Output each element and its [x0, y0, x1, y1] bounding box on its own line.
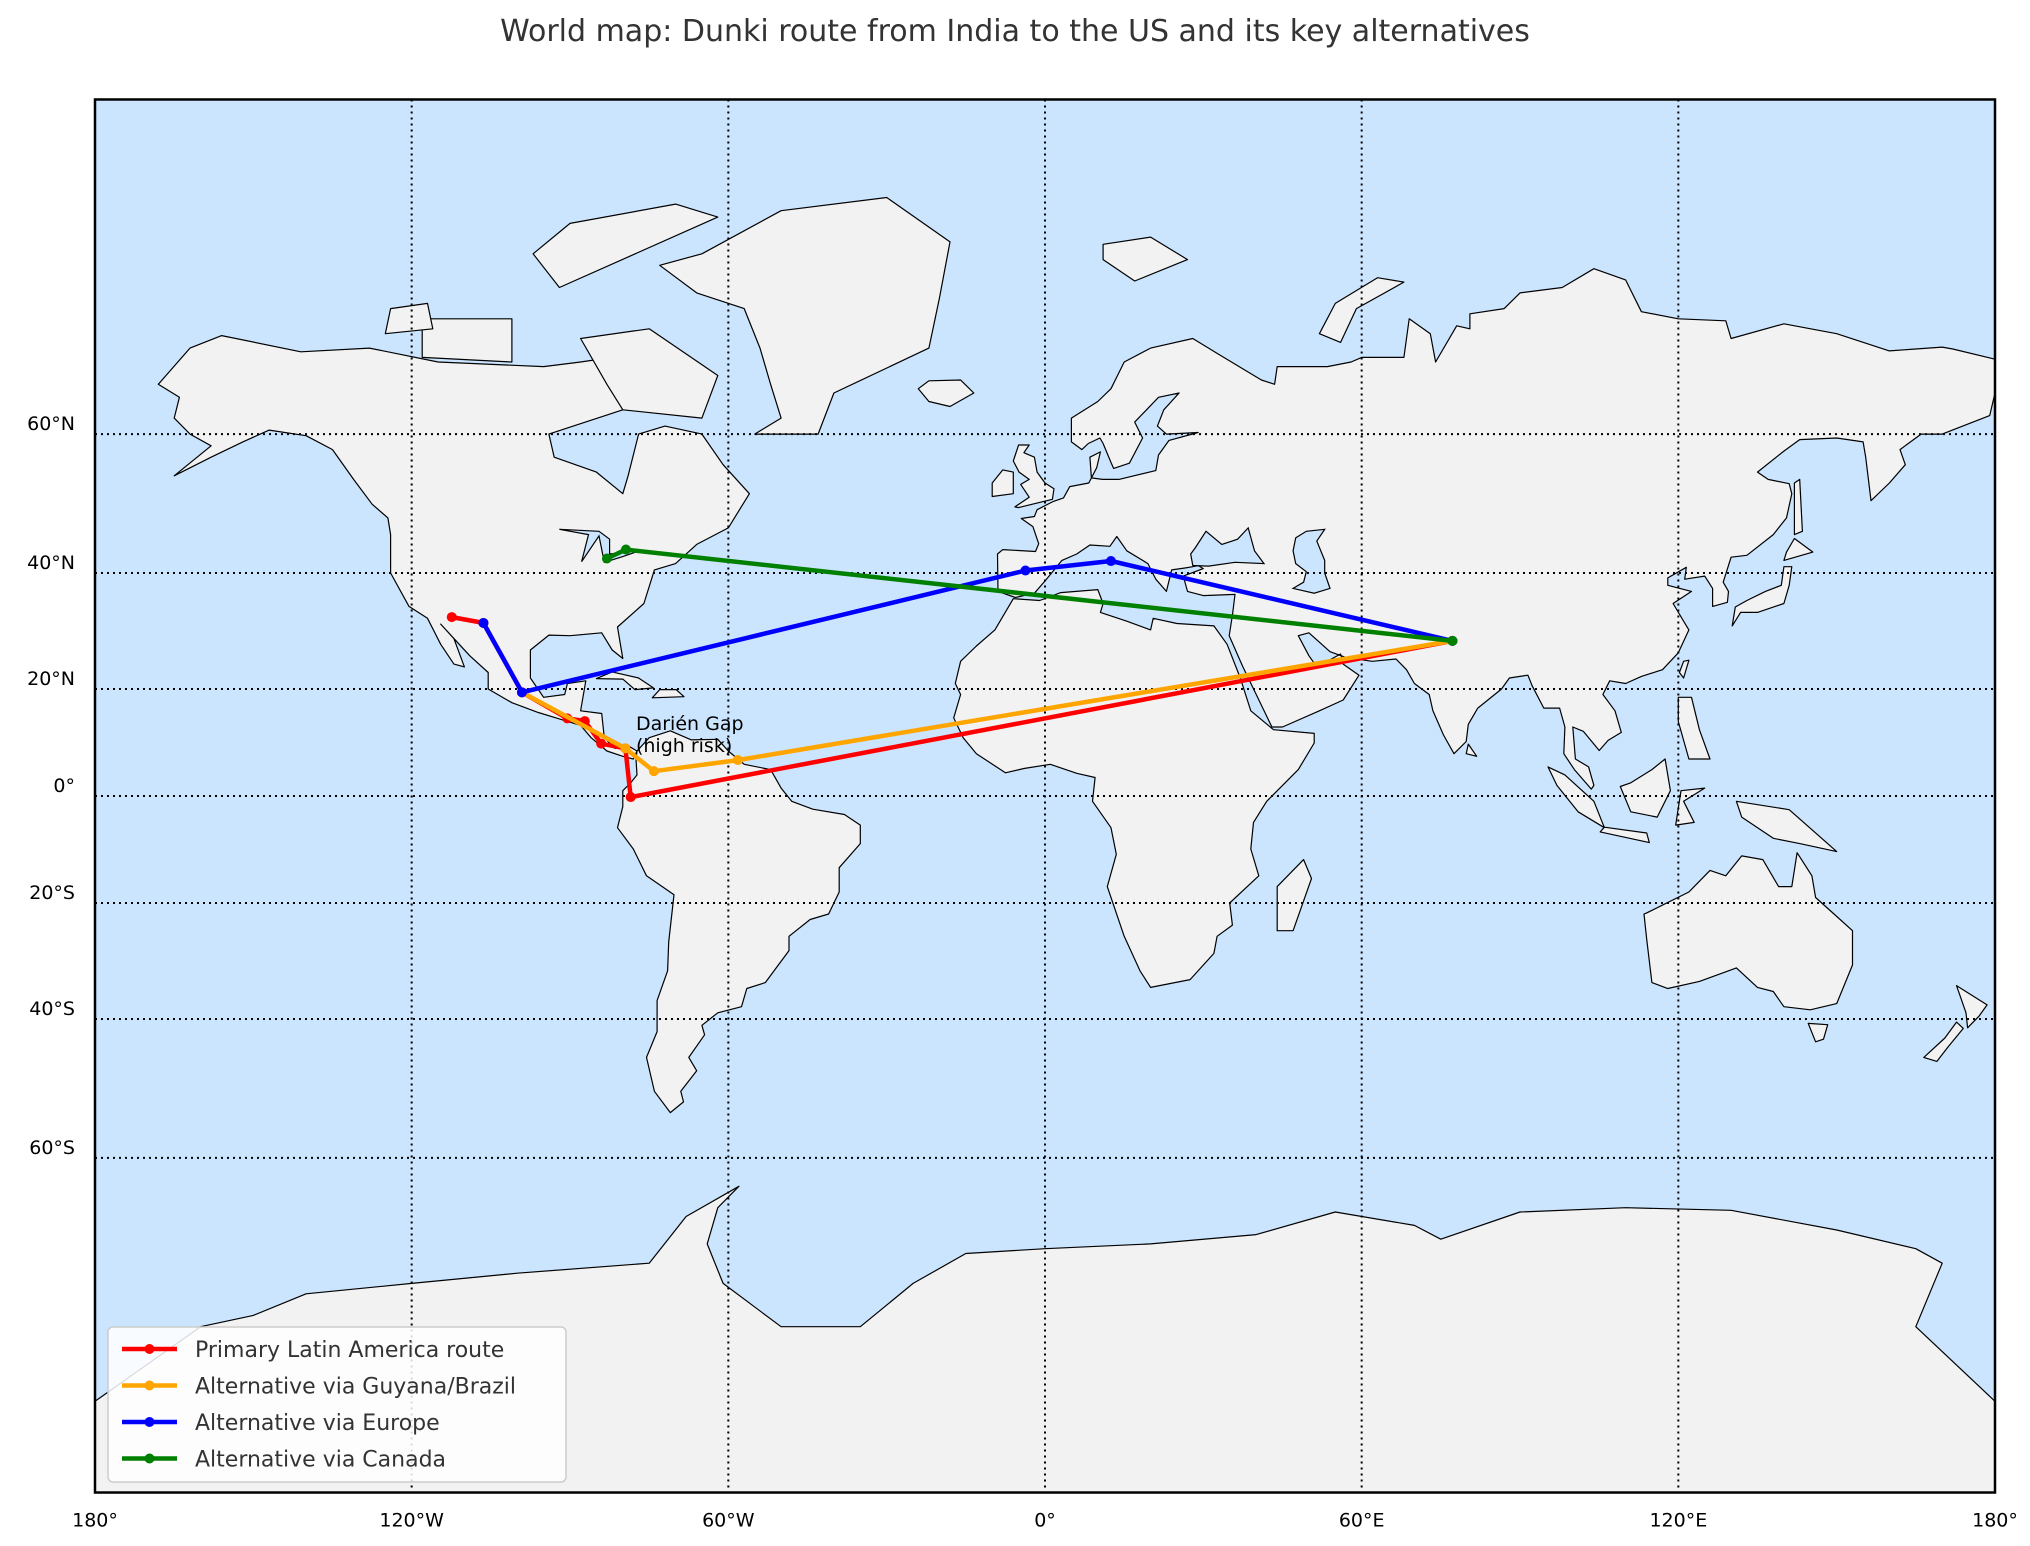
- route-waypoint-marker: [478, 617, 489, 628]
- landmass-java: [1599, 826, 1650, 844]
- landmass-north-america: [157, 335, 751, 760]
- landmass-hokkaido: [1783, 537, 1814, 562]
- water-caspian-sea: [1291, 528, 1331, 594]
- route-waypoint-marker: [732, 755, 743, 766]
- legend-label: Alternative via Europe: [195, 1411, 440, 1436]
- route-waypoint-marker: [516, 687, 527, 698]
- landmass-borneo: [1619, 758, 1672, 818]
- landmass-svalbard: [1102, 236, 1189, 282]
- route-waypoint-marker: [596, 738, 607, 749]
- legend: Primary Latin America route Alternative v…: [107, 1326, 567, 1483]
- landmass-great-britain: [1012, 444, 1055, 509]
- route-waypoint-marker: [1020, 565, 1031, 576]
- landmass-eurasia: [996, 268, 1996, 790]
- landmass-south-america: [616, 730, 861, 1114]
- lon-tick-label: 60°E: [1339, 1510, 1385, 1532]
- route-waypoint-marker: [625, 792, 636, 803]
- lon-tick-label: 120°E: [1649, 1510, 1707, 1532]
- route-waypoint-marker: [620, 743, 631, 754]
- route-waypoint-marker: [1105, 556, 1116, 567]
- map-frame: [93, 98, 1997, 1494]
- lat-tick-label: 60°N: [27, 413, 75, 435]
- landmass-sri-lanka: [1465, 743, 1478, 757]
- legend-label: Primary Latin America route: [195, 1338, 504, 1363]
- landmass-new-zealand-north: [1955, 984, 1988, 1029]
- legend-item: Alternative via Canada: [122, 1448, 446, 1473]
- lon-tick-label: 180°: [72, 1510, 118, 1532]
- lat-tick-label: 0°: [53, 775, 75, 797]
- route-waypoint-marker: [1447, 635, 1458, 646]
- landmass-japan-honshu: [1731, 566, 1793, 627]
- legend-label: Alternative via Guyana/Brazil: [195, 1375, 516, 1400]
- legend-box: [107, 1326, 567, 1483]
- route-4: [601, 544, 1458, 646]
- landmass-tasmania: [1807, 1022, 1829, 1043]
- landmass-australia: [1643, 852, 1854, 1011]
- lat-tick-label: 60°S: [29, 1137, 75, 1159]
- landmass-madagascar: [1276, 858, 1313, 932]
- annotation-darien-gap: Darién Gap: [636, 713, 744, 735]
- map-title: World map: Dunki route from India to the…: [500, 14, 1530, 49]
- landmass-taiwan: [1678, 659, 1690, 679]
- annotation-darien-gap: (high risk): [636, 735, 732, 757]
- landmass-baffin-island: [579, 328, 719, 419]
- legend-swatch-marker: [144, 1380, 155, 1391]
- landmass-novaya-zemlya: [1318, 277, 1405, 343]
- route-waypoint-marker: [648, 766, 659, 777]
- lat-tick-label: 40°N: [27, 552, 75, 574]
- lat-tick-label: 20°S: [29, 882, 75, 904]
- landmass-new-zealand-south: [1923, 1021, 1964, 1063]
- landmass-victoria-island: [421, 318, 513, 363]
- landmass-antarctica: [94, 1185, 1996, 1494]
- water-black-sea: [1190, 526, 1266, 567]
- route-waypoint-marker: [446, 612, 457, 623]
- lon-tick-label: 120°W: [379, 1510, 444, 1532]
- landmass-hispaniola: [651, 688, 685, 699]
- lat-tick-label: 20°N: [27, 668, 75, 690]
- lon-tick-label: 180°: [1972, 1510, 2018, 1532]
- legend-swatch-marker: [144, 1453, 155, 1464]
- landmass-ireland: [991, 469, 1014, 498]
- landmass-banks-island: [384, 302, 434, 335]
- landmass-ellesmere-island: [532, 203, 719, 289]
- landmass-new-guinea: [1735, 800, 1838, 853]
- legend-item: Primary Latin America route: [122, 1338, 504, 1363]
- landmass-greenland: [659, 196, 951, 435]
- legend-item: Alternative via Guyana/Brazil: [122, 1375, 516, 1400]
- lat-tick-label: 40°S: [29, 998, 75, 1020]
- route-waypoint-marker: [601, 553, 612, 564]
- lon-tick-label: 60°W: [702, 1510, 755, 1532]
- landmass-sakhalin: [1793, 478, 1804, 536]
- landmass-philippines: [1677, 696, 1711, 760]
- legend-swatch-marker: [144, 1417, 155, 1427]
- legend-item: Alternative via Europe: [122, 1411, 440, 1436]
- legend-swatch-marker: [144, 1344, 155, 1354]
- landmass-iceland: [917, 379, 975, 408]
- lon-tick-label: 0°: [1034, 1510, 1056, 1532]
- route-waypoint-marker: [620, 544, 631, 555]
- legend-label: Alternative via Canada: [195, 1448, 446, 1473]
